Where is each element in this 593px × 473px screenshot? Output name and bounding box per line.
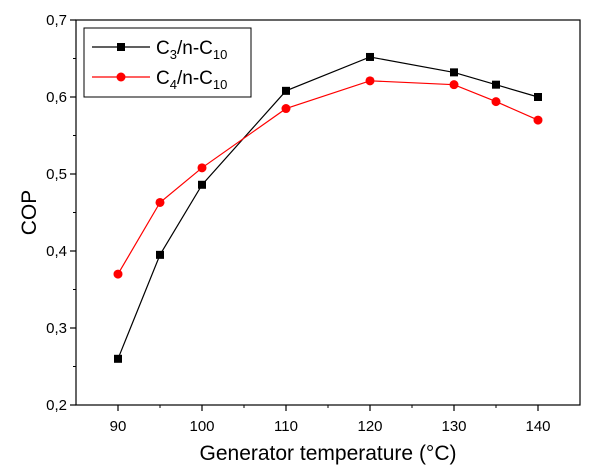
x-tick-label: 110 xyxy=(274,418,298,435)
series-1 xyxy=(114,52,542,363)
legend-label-part: /n-C xyxy=(177,68,213,89)
legend-label-1: C3/n-C10 xyxy=(156,38,227,62)
legend-label-part: C xyxy=(156,68,170,89)
legend-marker-2 xyxy=(116,72,126,82)
y-tick-label: 0,5 xyxy=(46,166,67,183)
x-tick-label: 90 xyxy=(110,418,127,435)
series-2-point xyxy=(491,97,501,107)
series-1-point xyxy=(198,180,206,189)
series-1-point xyxy=(282,86,290,95)
series-2-point xyxy=(365,76,375,86)
legend-label-part: C xyxy=(156,38,170,59)
series-1-line xyxy=(117,56,539,360)
legend-label-2: C4/n-C10 xyxy=(156,68,227,92)
legend-label-part: /n-C xyxy=(177,38,213,59)
series-2-line xyxy=(117,80,539,275)
legend-label-part: 4 xyxy=(170,77,177,92)
axis-ticks-group: 90 100 110 120 130 140 0,2 0,3 0,4 0,5 0,6 0,7 xyxy=(46,12,550,435)
legend-label-part: 10 xyxy=(213,47,227,62)
legend-marker-1 xyxy=(117,43,125,51)
series-1-point xyxy=(114,354,122,363)
legend-label-part: 3 xyxy=(170,47,177,62)
series-group xyxy=(113,52,543,363)
x-axis-title: Generator temperature (°C) xyxy=(200,442,457,465)
x-tick-label: 140 xyxy=(525,418,550,435)
series-2-point xyxy=(449,80,459,90)
series-1-point xyxy=(534,93,542,101)
y-tick-label: 0,4 xyxy=(46,243,67,260)
y-tick-label: 0,3 xyxy=(46,320,67,337)
legend-label-part: 10 xyxy=(213,77,227,92)
x-tick-label: 100 xyxy=(189,418,214,435)
y-tick-label: 0,6 xyxy=(46,89,67,106)
y-tick-label: 0,2 xyxy=(46,397,67,414)
y-tick-label: 0,7 xyxy=(46,12,67,29)
y-axis-title: COP xyxy=(18,190,41,236)
series-2 xyxy=(113,76,543,279)
series-2-point xyxy=(281,104,291,114)
series-2-point xyxy=(197,163,207,173)
x-tick-label: 120 xyxy=(357,418,382,435)
series-1-point xyxy=(156,250,164,259)
x-tick-label: 130 xyxy=(441,418,466,435)
series-2-point xyxy=(533,115,543,125)
legend-box xyxy=(83,27,252,98)
series-1-point xyxy=(492,80,500,89)
series-1-point xyxy=(450,68,458,77)
series-2-point xyxy=(113,269,123,279)
series-2-point xyxy=(155,197,165,207)
series-1-point xyxy=(366,52,374,61)
